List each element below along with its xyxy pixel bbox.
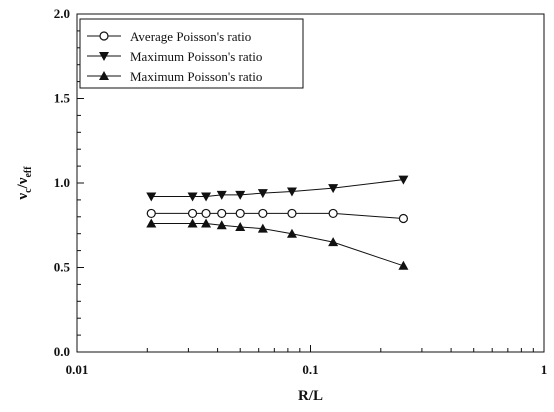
legend-marker: [99, 31, 109, 41]
y-tick-label: 2.0: [54, 6, 70, 21]
data-point: [398, 260, 409, 270]
data-point: [287, 208, 297, 219]
data-point: [286, 187, 297, 197]
x-tick-label: 1: [541, 362, 548, 377]
data-point: [217, 208, 227, 219]
y-tick-label: 1.0: [54, 175, 70, 190]
legend-label: Average Poisson's ratio: [130, 29, 251, 44]
data-point: [187, 192, 198, 202]
data-point: [235, 221, 246, 231]
legend-marker: [99, 52, 109, 61]
y-tick-label: 0.0: [54, 344, 70, 359]
data-point: [257, 223, 268, 233]
y-tick-label: 1.5: [54, 91, 71, 106]
data-point: [328, 184, 339, 194]
data-point: [235, 208, 245, 219]
data-point: [216, 220, 227, 230]
series-layer: [146, 175, 409, 270]
y-axis-title: νc/νeff: [15, 166, 34, 201]
data-point: [398, 213, 409, 224]
data-point: [146, 208, 156, 219]
data-point: [201, 218, 212, 228]
data-point: [146, 218, 157, 228]
y-axis-ticks: 0.0 0.5 1.0 1.5 2.0: [54, 6, 84, 359]
data-point: [398, 175, 409, 185]
x-axis-ticks: 0.01 0.1 1: [66, 345, 548, 377]
data-point: [328, 237, 339, 247]
series-line: [151, 223, 404, 267]
series-3: [146, 218, 409, 270]
data-point: [328, 208, 338, 219]
data-point: [235, 190, 246, 200]
x-tick-label: 0.1: [302, 362, 318, 377]
data-point: [146, 192, 157, 202]
y-tick-label: 0.5: [54, 260, 71, 275]
x-axis-title: R/L: [298, 388, 323, 404]
data-point: [258, 208, 268, 219]
data-point: [216, 190, 227, 200]
legend-marker: [99, 71, 109, 80]
series-2: [146, 175, 409, 202]
data-point: [201, 192, 212, 202]
legend-label: Maximum Poisson's ratio: [130, 49, 262, 64]
x-tick-label: 0.01: [66, 362, 89, 377]
series-1: [146, 208, 409, 224]
data-point: [201, 208, 211, 219]
data-point: [286, 228, 297, 238]
legend-label: Maximum Poisson's ratio: [130, 69, 262, 84]
data-point: [187, 208, 198, 219]
legend: Average Poisson's ratio Maximum Poisson's…: [79, 18, 304, 89]
data-point: [257, 189, 268, 199]
data-point: [187, 218, 198, 228]
